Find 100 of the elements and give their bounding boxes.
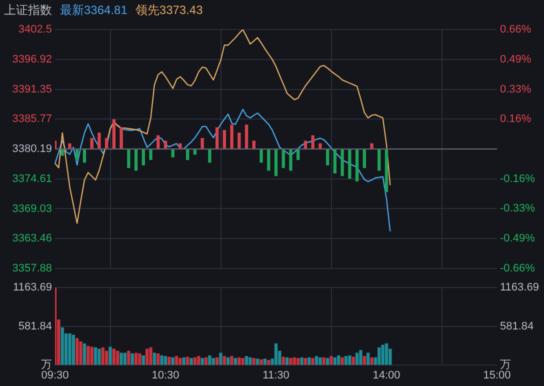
- bar: [263, 358, 267, 365]
- y-tick-label: 3363.46: [12, 232, 52, 245]
- bar: [226, 357, 230, 365]
- bar: [238, 132, 241, 150]
- bar: [362, 148, 366, 168]
- bar: [156, 353, 160, 365]
- bar: [116, 350, 120, 365]
- bar: [212, 358, 215, 365]
- bar: [234, 358, 238, 365]
- bar: [355, 148, 359, 182]
- bar: [252, 358, 256, 365]
- bar: [208, 148, 212, 163]
- bar: [304, 358, 308, 365]
- bar: [381, 344, 384, 365]
- bar: [72, 334, 75, 365]
- bar: [86, 346, 90, 365]
- chart-title: 上证指数: [4, 2, 52, 18]
- bar: [94, 347, 98, 365]
- y2-tick-label: 581.84: [500, 320, 534, 332]
- bar: [208, 355, 212, 365]
- x-tick-label: 15:00: [483, 370, 511, 382]
- y2-tick-label: -0.66%: [500, 262, 536, 274]
- bar: [149, 347, 152, 365]
- y-tick-label: 1163.69: [13, 282, 52, 294]
- bar: [244, 124, 248, 150]
- bar: [98, 132, 101, 150]
- bar: [127, 148, 130, 168]
- bar: [370, 357, 374, 365]
- bar: [282, 148, 285, 168]
- y2-tick-label: -0.49%: [500, 232, 536, 245]
- y2-tick-label: -0.16%: [500, 172, 536, 185]
- bar: [138, 353, 142, 365]
- bar: [108, 346, 112, 365]
- bar: [311, 358, 314, 365]
- bar: [134, 352, 138, 365]
- bar: [222, 130, 226, 150]
- bar: [112, 348, 116, 365]
- text: 领先3373.43: [135, 2, 203, 18]
- y2-tick-label: 0.33%: [500, 83, 532, 96]
- bar: [274, 343, 278, 365]
- bar: [130, 353, 134, 365]
- y2-tick-label: -0.33%: [500, 202, 536, 215]
- bar: [330, 356, 333, 365]
- bar: [120, 127, 123, 150]
- bar: [101, 347, 104, 365]
- bar: [149, 148, 152, 160]
- bar: [204, 357, 208, 365]
- bar: [215, 357, 219, 365]
- bar: [289, 358, 292, 365]
- bar: [384, 343, 388, 365]
- bar: [76, 338, 79, 365]
- y-tick-label: 3391.35: [12, 83, 52, 96]
- y-tick-label: 3402.5: [18, 24, 52, 36]
- bar: [168, 356, 171, 365]
- bar: [174, 356, 178, 365]
- y2-tick-label: 1163.69: [500, 282, 539, 294]
- bar: [178, 358, 182, 365]
- bar: [366, 352, 370, 365]
- bar: [160, 355, 164, 365]
- bar: [171, 357, 174, 365]
- y-tick-label: 3385.77: [12, 113, 52, 126]
- y-tick-label: 3396.92: [12, 53, 52, 66]
- y-tick-label: 3357.88: [12, 262, 52, 274]
- bar: [200, 358, 204, 365]
- x-tick-label: 10:30: [152, 370, 180, 382]
- bar: [362, 356, 366, 365]
- bar: [292, 357, 296, 365]
- y-tick-label: 3374.61: [12, 172, 52, 185]
- y-tick-label: 3369.03: [12, 202, 52, 215]
- y2-tick-label: 0.16%: [500, 113, 532, 126]
- bar: [296, 358, 300, 365]
- x-tick-label: 14:00: [372, 370, 400, 382]
- bar: [256, 358, 260, 365]
- bar: [355, 352, 359, 365]
- bar: [282, 356, 285, 365]
- y2-tick-label: 0.49%: [500, 53, 532, 66]
- bar: [260, 359, 263, 365]
- x-tick-label: 11:30: [262, 370, 290, 382]
- bar: [337, 355, 340, 365]
- y-tick-label: 万: [41, 359, 52, 372]
- bar: [244, 356, 248, 365]
- bar: [300, 357, 304, 365]
- y-tick-label: 581.84: [18, 320, 52, 332]
- bar: [146, 348, 149, 365]
- bar: [193, 357, 197, 365]
- bar: [182, 357, 186, 365]
- bar: [127, 350, 130, 365]
- bar: [197, 356, 200, 365]
- bar: [82, 343, 86, 365]
- bar: [190, 358, 193, 365]
- bar: [98, 348, 101, 365]
- bar: [289, 148, 292, 171]
- bar: [152, 352, 156, 365]
- bar: [274, 148, 278, 176]
- bar: [308, 357, 311, 365]
- bar: [248, 357, 252, 365]
- bar: [384, 148, 388, 192]
- bar: [222, 356, 226, 365]
- bar: [90, 346, 94, 365]
- bar: [333, 148, 337, 174]
